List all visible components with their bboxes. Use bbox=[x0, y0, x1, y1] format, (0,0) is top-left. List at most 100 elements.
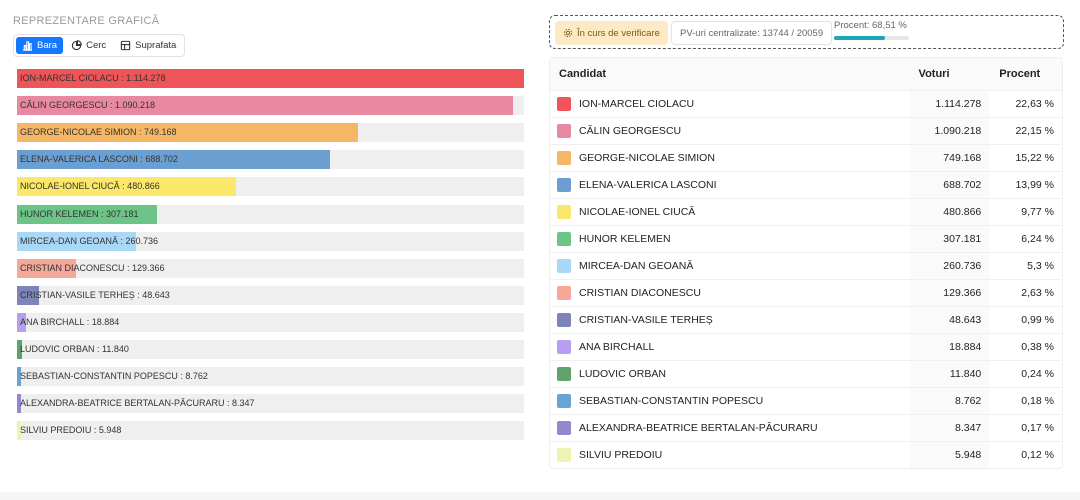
votes-cell: 8.762 bbox=[909, 388, 990, 414]
percent-cell: 2,63 % bbox=[1021, 287, 1054, 299]
pie-chart-icon bbox=[71, 40, 82, 51]
votes-cell: 749.168 bbox=[909, 145, 990, 171]
votes-cell: 1.090.218 bbox=[909, 118, 990, 144]
bar bbox=[17, 123, 358, 142]
bar-row: ION-MARCEL CIOLACU : 1.114.278 bbox=[17, 69, 524, 88]
table-row: ELENA-VALERICA LASCONI 688.702 13,99 % bbox=[550, 171, 1062, 198]
color-swatch bbox=[557, 178, 571, 192]
candidate-cell: NICOLAE-IONEL CIUCĂ bbox=[550, 199, 910, 225]
percent-label: Procent: 68,51 % bbox=[834, 20, 907, 31]
candidate-cell: ELENA-VALERICA LASCONI bbox=[550, 172, 910, 198]
bar-view-button[interactable]: Bara bbox=[16, 37, 64, 54]
section-title: REPREZENTARE GRAFICĂ bbox=[13, 15, 160, 27]
bar-row: HUNOR KELEMEN : 307.181 bbox=[17, 205, 524, 224]
percent-fill bbox=[834, 36, 886, 40]
candidate-cell: ANA BIRCHALL bbox=[550, 334, 910, 360]
votes-cell: 307.181 bbox=[909, 226, 990, 252]
bar bbox=[17, 232, 136, 251]
votes-cell: 48.643 bbox=[909, 307, 990, 333]
bar-chart-icon bbox=[22, 41, 33, 51]
percent-cell: 15,22 % bbox=[1015, 152, 1054, 164]
color-swatch bbox=[557, 286, 571, 300]
percent-progress: Procent: 68,51 % bbox=[834, 20, 909, 40]
candidate-cell: GEORGE-NICOLAE SIMION bbox=[550, 145, 910, 171]
chart-type-toggle: Bara Cerc Suprafata bbox=[13, 34, 186, 57]
table-row: CRISTIAN-VASILE TERHEȘ 48.643 0,99 % bbox=[550, 306, 1062, 333]
percent-cell: 13,99 % bbox=[1015, 179, 1054, 191]
color-swatch bbox=[557, 313, 571, 327]
table-row: HUNOR KELEMEN 307.181 6,24 % bbox=[550, 225, 1062, 252]
candidate-name: ANA BIRCHALL bbox=[579, 341, 655, 353]
bar bbox=[17, 177, 236, 196]
bar-row: SILVIU PREDOIU : 5.948 bbox=[17, 421, 524, 440]
candidate-name: ALEXANDRA-BEATRICE BERTALAN-PĂCURARU bbox=[579, 422, 818, 434]
color-swatch bbox=[557, 151, 571, 165]
color-swatch bbox=[557, 394, 571, 408]
bar-label: ALEXANDRA-BEATRICE BERTALAN-PĂCURARU : 8… bbox=[20, 398, 255, 408]
color-swatch bbox=[557, 124, 571, 138]
chart-panel: REPREZENTARE GRAFICĂ Bara Cerc Suprafata… bbox=[13, 14, 525, 440]
bar-label: ANA BIRCHALL : 18.884 bbox=[20, 317, 120, 327]
results-table: Candidat Voturi Procent ION-MARCEL CIOLA… bbox=[549, 57, 1063, 469]
bar-row: ELENA-VALERICA LASCONI : 688.702 bbox=[17, 150, 524, 169]
bar bbox=[17, 286, 40, 305]
candidate-name: CRISTIAN-VASILE TERHEȘ bbox=[579, 314, 713, 326]
pie-view-label: Cerc bbox=[86, 40, 107, 51]
candidate-cell: SEBASTIAN-CONSTANTIN POPESCU bbox=[550, 388, 910, 414]
status-bar: În curs de verificare PV-uri centralizat… bbox=[549, 15, 1064, 49]
percent-cell: 9,77 % bbox=[1021, 206, 1054, 218]
candidate-name: LUDOVIC ORBAN bbox=[579, 368, 666, 380]
table-row: CRISTIAN DIACONESCU 129.366 2,63 % bbox=[550, 279, 1062, 306]
footer-strip bbox=[0, 492, 1080, 500]
color-swatch bbox=[557, 259, 571, 273]
color-swatch bbox=[557, 340, 571, 354]
bar-row: CRISTIAN DIACONESCU : 129.366 bbox=[17, 259, 524, 278]
candidate-cell: SILVIU PREDOIU bbox=[550, 442, 910, 468]
color-swatch bbox=[557, 232, 571, 246]
bar-label: GEORGE-NICOLAE SIMION : 749.168 bbox=[20, 127, 177, 137]
area-chart-icon bbox=[120, 40, 131, 51]
table-header: Candidat Voturi Procent bbox=[550, 58, 1062, 90]
gear-icon bbox=[563, 28, 573, 38]
table-row: ALEXANDRA-BEATRICE BERTALAN-PĂCURARU 8.34… bbox=[550, 414, 1062, 441]
pie-view-button[interactable]: Cerc bbox=[65, 37, 112, 54]
bar bbox=[17, 340, 23, 359]
percent-cell: 22,15 % bbox=[1015, 125, 1054, 137]
percent-cell: 6,24 % bbox=[1021, 233, 1054, 245]
candidate-cell: CRISTIAN-VASILE TERHEȘ bbox=[550, 307, 910, 333]
votes-cell: 688.702 bbox=[909, 172, 990, 198]
bar-row: ANA BIRCHALL : 18.884 bbox=[17, 313, 524, 332]
percent-cell: 0,38 % bbox=[1021, 341, 1054, 353]
table-row: LUDOVIC ORBAN 11.840 0,24 % bbox=[550, 360, 1062, 387]
candidate-name: SILVIU PREDOIU bbox=[579, 449, 663, 461]
candidate-cell: CĂLIN GEORGESCU bbox=[550, 118, 910, 144]
candidate-cell: MIRCEA-DAN GEOANĂ bbox=[550, 253, 910, 279]
candidate-name: MIRCEA-DAN GEOANĂ bbox=[579, 260, 694, 272]
percent-track bbox=[834, 36, 909, 40]
bar-label: MIRCEA-DAN GEOANĂ : 260.736 bbox=[20, 236, 159, 246]
votes-cell: 11.840 bbox=[909, 361, 990, 387]
bar-row: GEORGE-NICOLAE SIMION : 749.168 bbox=[17, 123, 524, 142]
color-swatch bbox=[557, 448, 571, 462]
bar-row: NICOLAE-IONEL CIUCĂ : 480.866 bbox=[17, 177, 524, 196]
bar-label: NICOLAE-IONEL CIUCĂ : 480.866 bbox=[20, 181, 160, 191]
area-view-button[interactable]: Suprafata bbox=[114, 37, 182, 54]
bar bbox=[17, 69, 524, 88]
color-swatch bbox=[557, 97, 571, 111]
color-swatch bbox=[557, 367, 571, 381]
votes-cell: 8.347 bbox=[909, 415, 990, 441]
percent-cell: 22,63 % bbox=[1015, 98, 1054, 110]
table-row: SEBASTIAN-CONSTANTIN POPESCU 8.762 0,18 % bbox=[550, 387, 1062, 414]
percent-cell: 5,3 % bbox=[1027, 260, 1054, 272]
bar bbox=[17, 259, 76, 278]
color-swatch bbox=[557, 205, 571, 219]
table-row: SILVIU PREDOIU 5.948 0,12 % bbox=[550, 441, 1062, 468]
bar-row: MIRCEA-DAN GEOANĂ : 260.736 bbox=[17, 232, 524, 251]
header-votes: Voturi bbox=[918, 68, 950, 80]
votes-cell: 480.866 bbox=[909, 199, 990, 225]
bar-row: SEBASTIAN-CONSTANTIN POPESCU : 8.762 bbox=[17, 367, 524, 386]
bar-row: CĂLIN GEORGESCU : 1.090.218 bbox=[17, 96, 524, 115]
candidate-name: CĂLIN GEORGESCU bbox=[579, 125, 682, 137]
header-percent: Procent bbox=[999, 68, 1041, 80]
percent-cell: 0,12 % bbox=[1021, 449, 1054, 461]
